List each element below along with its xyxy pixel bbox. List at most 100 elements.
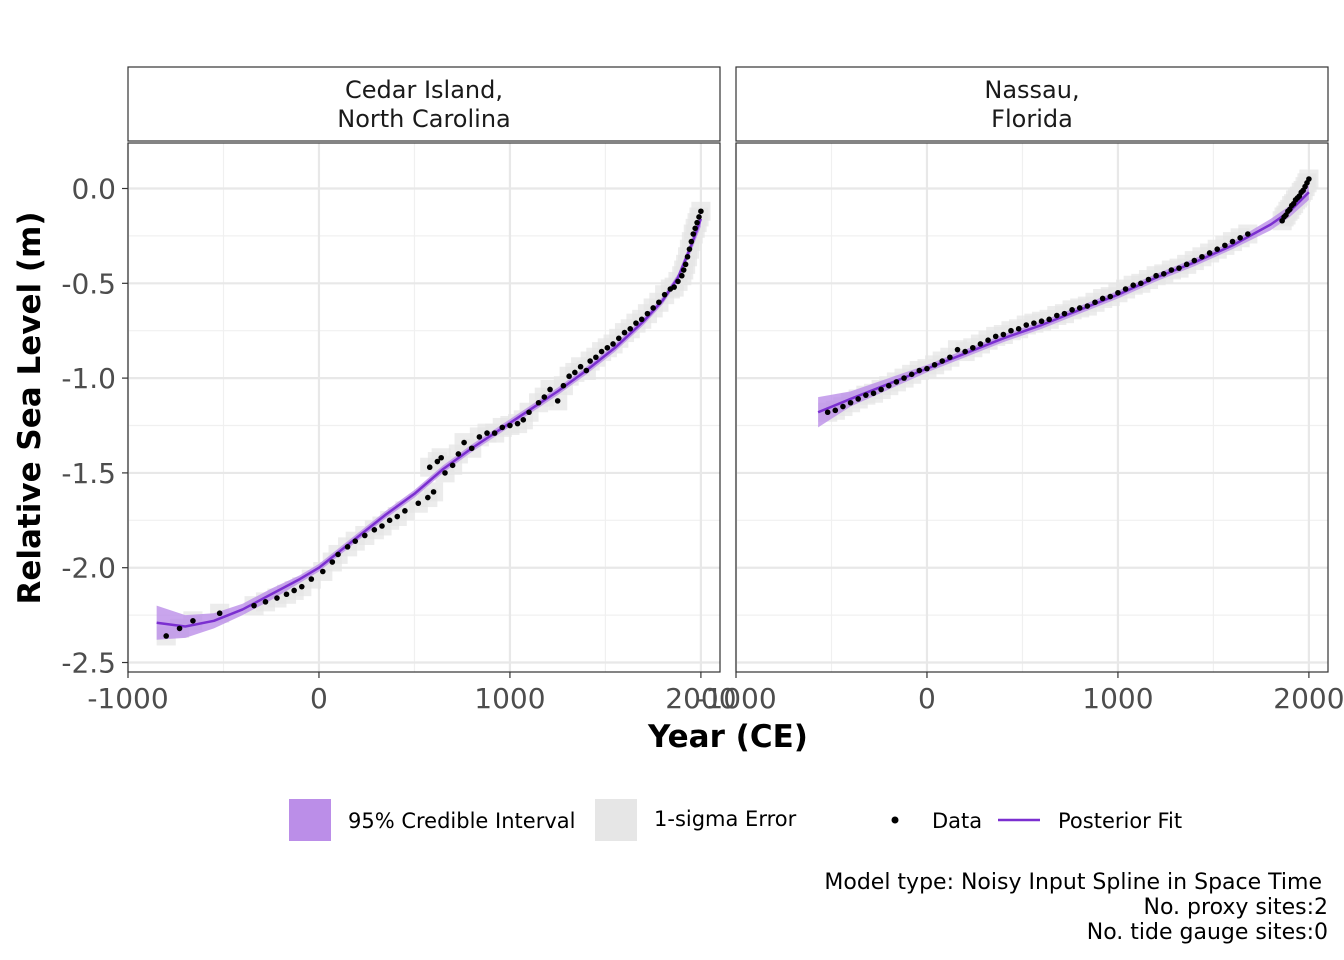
data-point (1061, 310, 1068, 317)
data-point (274, 595, 280, 601)
data-point (1199, 253, 1205, 260)
x-axis-title: Year (CE) (647, 719, 808, 755)
x-tick-label: 1000 (474, 682, 545, 715)
data-point (1222, 242, 1228, 249)
legend-label-posterior-fit: Posterior Fit (1058, 809, 1182, 833)
data-point (1237, 235, 1243, 241)
data-point (484, 430, 490, 436)
data-point (686, 246, 693, 252)
data-point (1229, 238, 1236, 245)
x-tick-label: 0 (918, 682, 936, 715)
data-point (688, 238, 695, 245)
panel-title-line: Florida (991, 105, 1073, 133)
panel-strip (735, 66, 1329, 142)
data-point (962, 348, 968, 355)
data-point (1031, 320, 1037, 326)
data-point (190, 618, 196, 624)
data-point (885, 382, 892, 389)
data-point (1206, 250, 1213, 256)
panel-border (735, 142, 1329, 673)
data-point (1168, 267, 1175, 273)
data-point (684, 253, 691, 260)
data-point (1069, 307, 1075, 313)
caption-tide-gauge-sites: No. tide gauge sites:0 (1087, 920, 1328, 945)
x-tick-label: 0 (310, 682, 328, 715)
data-point (1160, 271, 1167, 277)
data-point (298, 583, 305, 590)
data-point (931, 362, 938, 368)
data-point (694, 219, 700, 226)
data-point (430, 489, 437, 495)
data-point (560, 382, 567, 389)
panel-2: Nassau,Florida -1000 0 1000 2000 (695, 66, 1344, 715)
data-point (644, 310, 651, 317)
facet-panels: Cedar Island,North Carolina -1000 0 1000 200… (61, 66, 1344, 715)
data-point (947, 354, 953, 361)
data-point (541, 394, 548, 400)
data-point (468, 445, 475, 452)
y-axis-title: Relative Sea Level (m) (12, 211, 48, 604)
data-point (216, 610, 223, 617)
data-point (1084, 303, 1091, 309)
data-point (698, 208, 704, 215)
data-point (840, 403, 846, 410)
data-point (671, 284, 677, 290)
data-point (615, 335, 622, 342)
data-point (1023, 322, 1030, 328)
caption: Model type: Noisy Input Spline in Space … (824, 870, 1328, 945)
data-point (1183, 261, 1190, 268)
data-point (1244, 231, 1251, 237)
data-point (434, 458, 441, 465)
data-point (970, 344, 976, 351)
panel-title-line: Cedar Island, (345, 76, 503, 104)
data-point (650, 305, 656, 311)
data-point (680, 267, 687, 273)
panel-title-line: North Carolina (337, 105, 511, 133)
caption-model-type: Model type: Noisy Input Spline in Space … (824, 870, 1322, 895)
y-tick-label: -2.5 (61, 647, 116, 680)
data-point (572, 369, 578, 376)
data-point (335, 551, 341, 558)
data-point (426, 464, 433, 471)
credible-interval-band (818, 184, 1309, 428)
data-point (1015, 326, 1022, 332)
legend-key-credible-interval (289, 799, 331, 841)
data-point (566, 373, 572, 380)
data-point (870, 390, 877, 397)
data-point (371, 526, 378, 533)
data-point (442, 470, 448, 476)
data-point (386, 517, 393, 524)
x-tick-label: -1000 (695, 682, 776, 715)
panel-strip (127, 66, 721, 142)
data-point (855, 396, 862, 402)
data-point (1306, 176, 1312, 182)
panel-title-line: Nassau, (984, 76, 1079, 104)
data-point (425, 494, 431, 501)
y-tick-label: -2.0 (61, 552, 116, 585)
data-point (954, 346, 961, 353)
data-point (362, 532, 368, 539)
data-point (621, 329, 628, 336)
legend-label-credible-interval: 95% Credible Interval (348, 809, 575, 833)
caption-proxy-sites: No. proxy sites:2 (1144, 895, 1328, 920)
data-point (992, 333, 999, 340)
legend-label-data: Data (932, 809, 982, 833)
data-point (438, 454, 444, 461)
panel-1: Cedar Island,North Carolina -1000 0 1000 200… (61, 66, 737, 715)
y-tick-label: -1.0 (61, 362, 116, 395)
data-point (1008, 327, 1014, 334)
data-point (526, 409, 532, 416)
data-point (863, 392, 869, 398)
legend-key-sigma-error (595, 799, 637, 841)
data-point (696, 214, 702, 220)
data-point (633, 320, 639, 326)
data-point (682, 261, 689, 268)
data-point (507, 422, 513, 429)
data-point (916, 367, 923, 374)
data-point (638, 316, 645, 323)
data-point (977, 341, 984, 347)
data-point (893, 379, 900, 385)
data-point (598, 348, 605, 355)
data-point (1046, 316, 1052, 323)
